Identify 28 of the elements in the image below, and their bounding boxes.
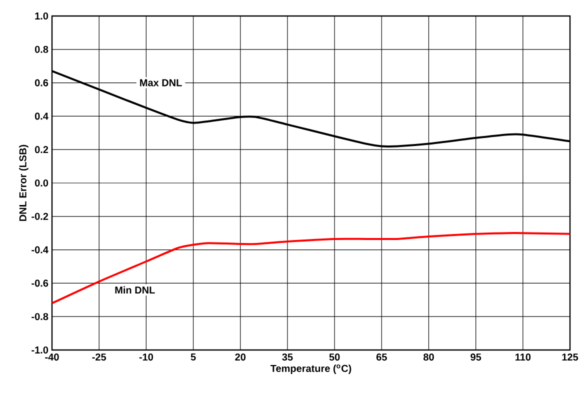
y-tick-label: -0.4 <box>32 246 48 254</box>
y-tick-label: -0.8 <box>32 313 48 320</box>
y-tick-label: 1.0 <box>35 12 48 20</box>
y-axis-title: DNL Error (LSB) <box>19 144 28 221</box>
series-label: Max DNL <box>140 79 182 86</box>
x-tick-label: -25 <box>92 354 106 361</box>
x-tick-label: 50 <box>329 354 340 361</box>
x-tick-label: 110 <box>515 354 531 361</box>
x-tick-label: 35 <box>282 354 293 361</box>
y-tick-label: 0.0 <box>34 179 48 187</box>
y-tick-label: 0.2 <box>34 146 48 154</box>
x-tick-label: 5 <box>190 354 196 361</box>
y-tick-label: 0.6 <box>34 79 48 86</box>
y-tick-label: -0.6 <box>32 280 48 287</box>
y-tick-label: 0.4 <box>34 112 48 120</box>
x-tick-label: -40 <box>45 354 59 361</box>
x-tick-label: 65 <box>376 354 387 361</box>
y-tick-label: -0.2 <box>32 212 48 220</box>
y-tick-label: -1.0 <box>32 346 48 354</box>
x-axis-title: Temperature ($^{o}$C) <box>270 364 352 374</box>
series-label: Min DNL <box>115 286 155 294</box>
y-tick-label: 0.8 <box>34 46 48 53</box>
x-tick-label: 20 <box>235 354 246 361</box>
x-tick-label: 125 <box>562 354 578 361</box>
x-tick-label: -10 <box>139 354 154 361</box>
x-tick-label: 95 <box>470 354 482 361</box>
x-tick-label: 80 <box>423 354 434 361</box>
line-series <box>52 232 570 304</box>
